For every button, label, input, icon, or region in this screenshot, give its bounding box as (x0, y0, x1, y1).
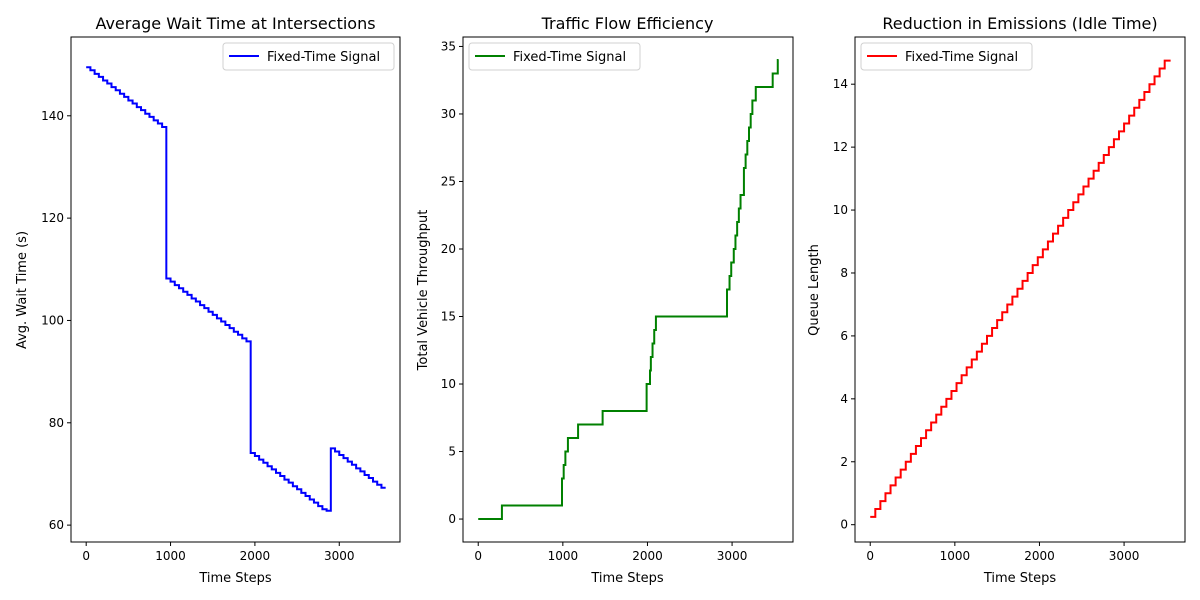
series-layer (478, 58, 779, 521)
x-tick-label: 3000 (1109, 549, 1140, 563)
y-tick-label: 140 (41, 109, 64, 123)
x-tick-label: 0 (866, 549, 874, 563)
x-tick-label: 3000 (324, 549, 355, 563)
x-tick-label: 2000 (632, 549, 663, 563)
x-axis-label: Time Steps (983, 571, 1057, 586)
chart-title: Reduction in Emissions (Idle Time) (882, 14, 1157, 33)
legend-box (860, 42, 1033, 71)
plot-frame (70, 36, 401, 543)
y-tick-label: 14 (833, 77, 848, 91)
wait-time-chart: Average Wait Time at Intersections Time … (15, 14, 401, 586)
y-tick-label: 5 (448, 445, 456, 459)
legend: Fixed-Time Signal (222, 42, 395, 71)
y-tick-label: 20 (441, 242, 456, 256)
y-axis-label: Total Vehicle Throughput (416, 210, 431, 372)
series-layer (86, 66, 386, 512)
y-tick-label: 12 (833, 140, 848, 154)
ticks-layer: 0 1000 2000 3000 0 2 4 6 8 10 12 14 (833, 77, 1140, 563)
legend-box (222, 42, 395, 71)
plot-frame (462, 36, 794, 543)
throughput-chart: Traffic Flow Efficiency Time Steps Total… (416, 14, 794, 586)
series-line-fixed-time-signal (870, 59, 1171, 518)
x-tick-label: 3000 (717, 549, 748, 563)
y-tick-label: 0 (448, 512, 456, 526)
y-tick-label: 60 (49, 518, 64, 532)
x-tick-label: 1000 (548, 549, 579, 563)
y-tick-label: 10 (441, 377, 456, 391)
y-tick-label: 2 (840, 455, 848, 469)
x-tick-label: 2000 (240, 549, 271, 563)
y-tick-label: 0 (840, 518, 848, 532)
chart-title: Traffic Flow Efficiency (541, 14, 714, 33)
legend-box (468, 42, 641, 71)
y-axis-label: Queue Length (807, 244, 822, 336)
x-tick-label: 0 (474, 549, 482, 563)
series-line-fixed-time-signal (86, 66, 386, 512)
emissions-chart: Reduction in Emissions (Idle Time) Time … (807, 14, 1186, 586)
x-tick-label: 0 (82, 549, 90, 563)
y-tick-label: 15 (441, 310, 456, 324)
y-axis-label: Avg. Wait Time (s) (15, 231, 30, 349)
y-tick-label: 6 (840, 329, 848, 343)
series-layer (870, 59, 1171, 518)
legend: Fixed-Time Signal (860, 42, 1033, 71)
y-tick-label: 25 (441, 174, 456, 188)
y-tick-label: 100 (41, 313, 64, 327)
y-tick-label: 4 (840, 392, 848, 406)
chart-title: Average Wait Time at Intersections (95, 14, 375, 33)
x-axis-label: Time Steps (198, 571, 272, 586)
legend-label-fixed-time-signal: Fixed-Time Signal (267, 50, 380, 65)
plot-frame (854, 36, 1186, 543)
x-tick-label: 1000 (940, 549, 971, 563)
y-tick-label: 30 (441, 107, 456, 121)
y-tick-label: 35 (441, 39, 456, 53)
y-tick-label: 80 (49, 416, 64, 430)
ticks-layer: 0 1000 2000 3000 60 80 100 120 140 (41, 109, 354, 563)
series-line-fixed-time-signal (478, 58, 779, 521)
y-tick-label: 120 (41, 211, 64, 225)
y-tick-label: 8 (840, 266, 848, 280)
legend-label-fixed-time-signal: Fixed-Time Signal (905, 50, 1018, 65)
x-tick-label: 2000 (1024, 549, 1055, 563)
x-axis-label: Time Steps (590, 571, 664, 586)
ticks-layer: 0 1000 2000 3000 0 5 10 15 20 25 30 35 (441, 39, 748, 563)
legend-label-fixed-time-signal: Fixed-Time Signal (513, 50, 626, 65)
x-tick-label: 1000 (155, 549, 186, 563)
legend: Fixed-Time Signal (468, 42, 641, 71)
y-tick-label: 10 (833, 203, 848, 217)
